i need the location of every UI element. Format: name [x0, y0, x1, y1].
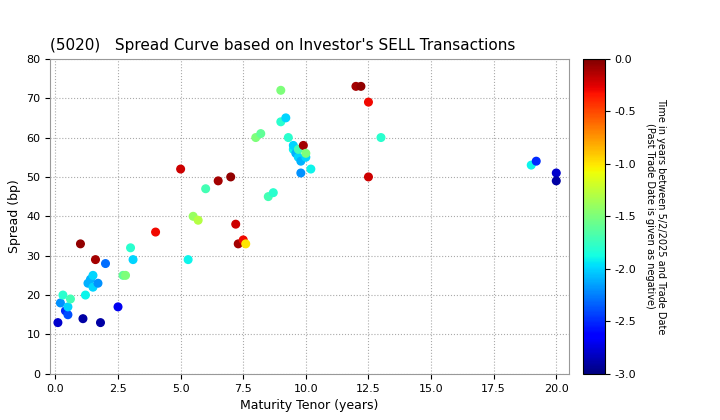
Point: [82, 280, 94, 286]
Point: [92, 280, 104, 286]
Point: [305, 165, 317, 172]
Point: [150, 228, 161, 235]
Point: [355, 83, 366, 90]
Y-axis label: Spread (bp): Spread (bp): [8, 179, 21, 253]
Point: [551, 170, 562, 176]
Point: [250, 134, 261, 141]
Point: [268, 189, 279, 196]
Point: [75, 241, 86, 247]
Point: [52, 319, 63, 326]
Point: [80, 291, 91, 298]
Point: [230, 221, 241, 228]
Point: [192, 217, 204, 223]
Point: [212, 178, 224, 184]
Point: [275, 87, 287, 94]
Point: [77, 315, 89, 322]
Point: [95, 319, 107, 326]
Point: [62, 311, 73, 318]
Point: [282, 134, 294, 141]
Y-axis label: Time in years between 5/2/2025 and Trade Date
(Past Trade Date is given as negat: Time in years between 5/2/2025 and Trade…: [644, 98, 666, 334]
Point: [57, 291, 68, 298]
Point: [363, 173, 374, 180]
Point: [255, 130, 266, 137]
Point: [125, 244, 136, 251]
Point: [200, 185, 212, 192]
Point: [65, 296, 76, 302]
Point: [225, 173, 236, 180]
X-axis label: Maturity Tenor (years): Maturity Tenor (years): [240, 399, 379, 412]
Point: [60, 307, 71, 314]
Text: (5020)   Spread Curve based on Investor's SELL Transactions: (5020) Spread Curve based on Investor's …: [50, 39, 516, 53]
Point: [280, 115, 292, 121]
Point: [127, 256, 139, 263]
Point: [287, 142, 299, 149]
Point: [551, 178, 562, 184]
Point: [175, 165, 186, 172]
Point: [112, 304, 124, 310]
Point: [295, 170, 307, 176]
Point: [300, 154, 312, 160]
Point: [55, 299, 66, 306]
Point: [85, 276, 96, 283]
Point: [292, 154, 304, 160]
Point: [182, 256, 194, 263]
Point: [238, 236, 249, 243]
Point: [531, 158, 542, 165]
Point: [100, 260, 112, 267]
Point: [90, 256, 102, 263]
Point: [297, 142, 309, 149]
Point: [375, 134, 387, 141]
Point: [363, 99, 374, 105]
Point: [290, 150, 302, 157]
Point: [87, 272, 99, 279]
Point: [287, 146, 299, 153]
Point: [120, 272, 131, 279]
Point: [263, 193, 274, 200]
Point: [300, 150, 312, 157]
Point: [526, 162, 537, 168]
Point: [240, 241, 251, 247]
Point: [350, 83, 361, 90]
Point: [233, 241, 244, 247]
Point: [187, 213, 199, 220]
Point: [292, 146, 304, 153]
Point: [295, 158, 307, 165]
Point: [62, 304, 73, 310]
Point: [117, 272, 129, 279]
Point: [87, 284, 99, 291]
Point: [275, 118, 287, 125]
